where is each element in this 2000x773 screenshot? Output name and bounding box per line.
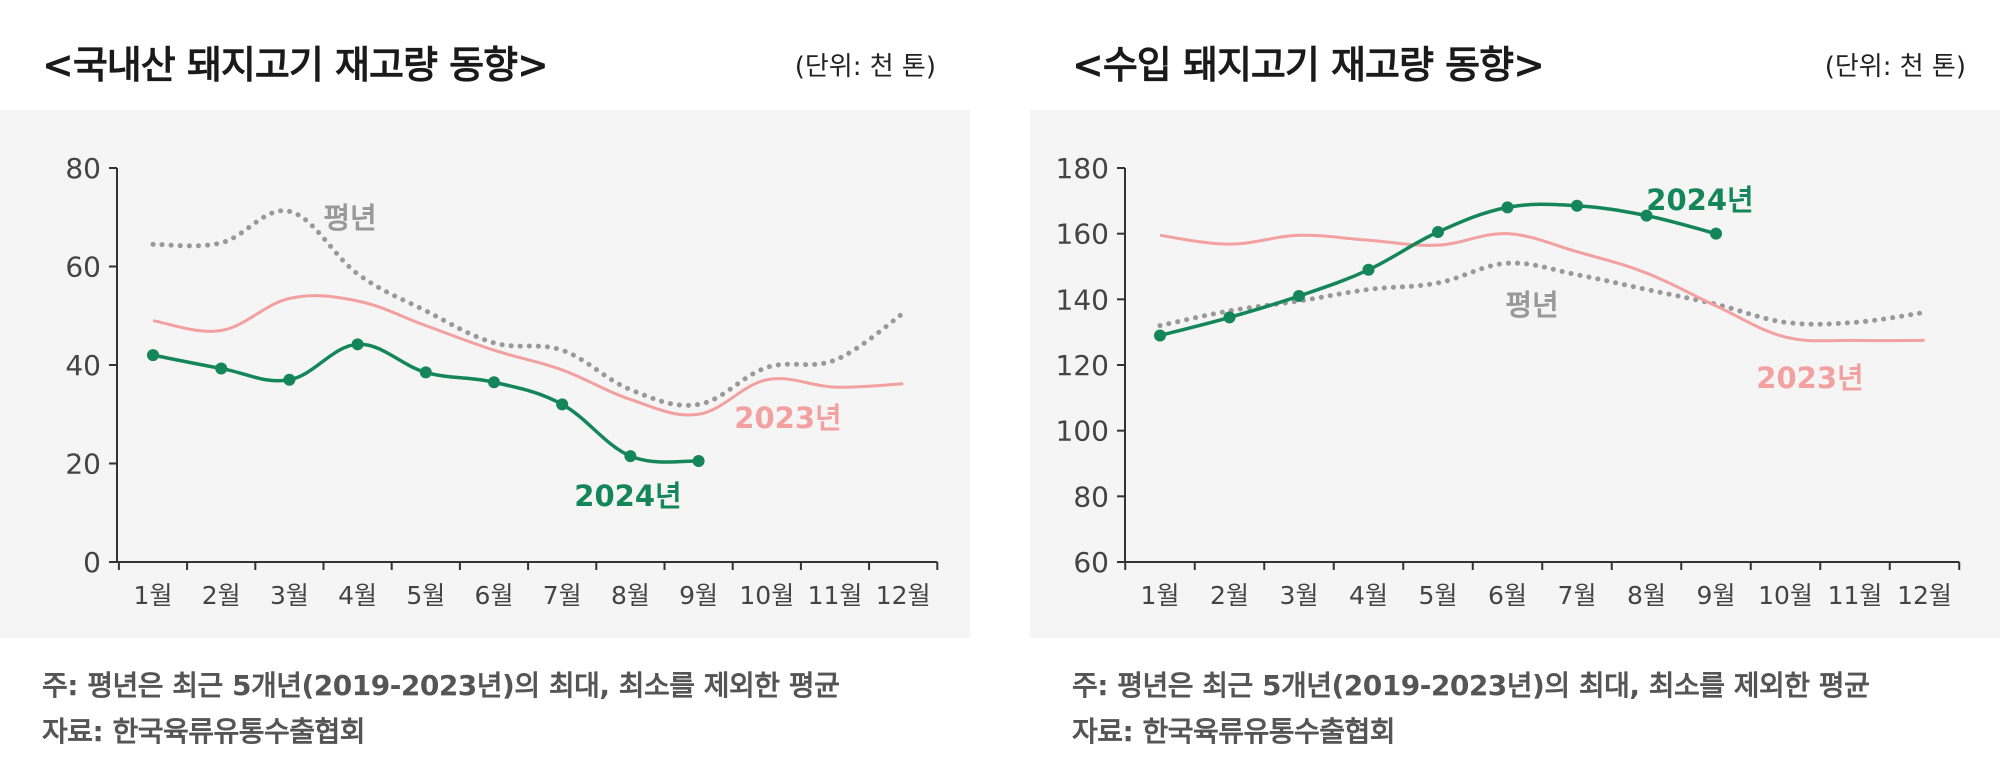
import-point-y2024	[1571, 199, 1583, 212]
import-point-y2024	[1501, 201, 1514, 214]
domestic-x-tick-label: 2월	[202, 581, 241, 610]
domestic-y-tick-label: 60	[65, 251, 101, 284]
domestic-axes: 0 20 40 60 80 1월 2월 3월 4월 5월 6월 7월 8월 9월 10월 11월 12월	[65, 152, 939, 610]
domestic-line-y2024	[152, 342, 699, 464]
domestic-label-y2024: 2024년	[574, 479, 681, 513]
import-point-y2024	[1432, 226, 1444, 239]
domestic-chart-title: <국내산 돼지고기 재고량 동향>	[42, 43, 549, 87]
import-chart-source: 자료: 한국육류유통수출협회	[1072, 715, 1396, 748]
domestic-x-tick-label: 3월	[270, 581, 309, 610]
domestic-point-y2024	[624, 450, 637, 463]
domestic-line-y2023	[152, 294, 904, 417]
import-chart-panel: <수입 돼지고기 재고량 동향> (단위: 천 톤) 60 80 100 120 140…	[1030, 0, 2000, 773]
domestic-point-y2024	[556, 398, 569, 411]
import-line-y2024	[1159, 202, 1717, 338]
import-y-tick-label: 80	[1073, 480, 1109, 513]
import-point-y2024	[1710, 227, 1722, 240]
domestic-point-y2024	[283, 373, 296, 386]
domestic-x-tick-label: 10월	[739, 581, 794, 610]
domestic-x-tick-label: 5월	[406, 581, 445, 610]
import-point-y2024	[1293, 290, 1305, 303]
domestic-unit-label: (단위: 천 톤)	[794, 52, 936, 82]
domestic-chart-svg: 0 20 40 60 80 1월 2월 3월 4월 5월 6월 7월 8월 9월 10월 11월 12월 평년 20…	[65, 152, 939, 610]
import-line-y2023	[1159, 232, 1925, 343]
domestic-label-y2023: 2023년	[734, 401, 841, 435]
import-x-tick-label: 1월	[1141, 581, 1180, 610]
import-y-tick-label: 60	[1073, 546, 1109, 579]
import-x-tick-label: 3월	[1280, 581, 1319, 610]
import-y-tick-label: 100	[1056, 415, 1109, 448]
import-x-tick-label: 2월	[1210, 581, 1249, 610]
domestic-chart-panel: <국내산 돼지고기 재고량 동향> (단위: 천 톤) 0 20 40 60 80 1월 2…	[0, 0, 970, 773]
import-point-y2024	[1362, 263, 1375, 276]
import-x-tick-label: 12월	[1897, 581, 1952, 610]
domestic-x-tick-label: 4월	[338, 581, 377, 610]
domestic-x-tick-label: 9월	[679, 581, 718, 610]
import-line-avg	[1157, 260, 1927, 329]
import-unit-label: (단위: 천 톤)	[1824, 52, 1966, 82]
import-series-y2023	[1159, 232, 1925, 343]
import-point-y2024	[1154, 329, 1166, 342]
import-x-tick-label: 7월	[1558, 581, 1597, 610]
import-x-tick-label: 9월	[1697, 581, 1736, 610]
import-y-tick-label: 140	[1056, 283, 1109, 316]
import-chart-svg: 60 80 100 120 140 160 180 1월 2월 3월 4월 5월 6월 7월 8월 9월 10월…	[1056, 152, 1961, 610]
domestic-y-tick-label: 20	[65, 448, 101, 481]
domestic-x-tick-label: 6월	[475, 581, 514, 610]
import-axes: 60 80 100 120 140 160 180 1월 2월 3월 4월 5월 6월 7월 8월 9월 10월…	[1056, 152, 1961, 610]
domestic-x-tick-label: 11월	[808, 581, 863, 610]
domestic-label-avg: 평년	[323, 201, 376, 235]
import-y-tick-label: 160	[1056, 218, 1109, 251]
domestic-plot-area: 0 20 40 60 80 1월 2월 3월 4월 5월 6월 7월 8월 9월 10월 11월 12월 평년 20…	[0, 110, 970, 638]
domestic-x-tick-label: 1월	[134, 581, 173, 610]
domestic-y-tick-label: 80	[65, 152, 101, 185]
domestic-x-tick-label: 7월	[543, 581, 582, 610]
import-point-y2024	[1223, 311, 1236, 324]
import-label-y2024: 2024년	[1646, 183, 1753, 217]
import-label-y2023: 2023년	[1756, 361, 1863, 395]
domestic-point-y2024	[147, 349, 159, 362]
domestic-x-tick-label: 8월	[611, 581, 650, 610]
domestic-y-tick-label: 40	[65, 349, 101, 382]
import-y-tick-label: 120	[1056, 349, 1109, 382]
domestic-y-tick-label: 0	[83, 546, 101, 579]
domestic-point-y2024	[351, 338, 364, 351]
import-plot-area: 60 80 100 120 140 160 180 1월 2월 3월 4월 5월 6월 7월 8월 9월 10월…	[1030, 110, 2000, 638]
import-y-tick-label: 180	[1056, 152, 1109, 185]
domestic-series-y2023	[152, 294, 904, 417]
domestic-series-y2024	[147, 338, 705, 468]
import-chart-note: 주: 평년은 최근 5개년(2019-2023년)의 최대, 최소를 제외한 평…	[1072, 669, 1870, 702]
import-point-y2024	[1640, 209, 1653, 222]
domestic-x-tick-label: 12월	[876, 581, 931, 610]
import-chart-title: <수입 돼지고기 재고량 동향>	[1072, 43, 1545, 87]
domestic-chart-note: 주: 평년은 최근 5개년(2019-2023년)의 최대, 최소를 제외한 평…	[42, 669, 840, 702]
import-x-tick-label: 8월	[1627, 581, 1666, 610]
import-x-tick-label: 6월	[1488, 581, 1527, 610]
import-series-y2024	[1154, 199, 1722, 342]
import-x-tick-label: 10월	[1758, 581, 1813, 610]
domestic-series-avg	[150, 208, 906, 408]
import-x-tick-label: 4월	[1349, 581, 1388, 610]
import-series-avg	[1157, 260, 1927, 329]
import-x-tick-label: 5월	[1419, 581, 1458, 610]
import-label-avg: 평년	[1505, 288, 1558, 322]
import-x-tick-label: 11월	[1828, 581, 1883, 610]
domestic-point-y2024	[692, 455, 705, 468]
domestic-point-y2024	[419, 366, 432, 379]
domestic-point-y2024	[488, 376, 500, 389]
domestic-point-y2024	[215, 362, 228, 375]
domestic-line-avg	[150, 208, 906, 408]
domestic-chart-source: 자료: 한국육류유통수출협회	[42, 715, 366, 748]
